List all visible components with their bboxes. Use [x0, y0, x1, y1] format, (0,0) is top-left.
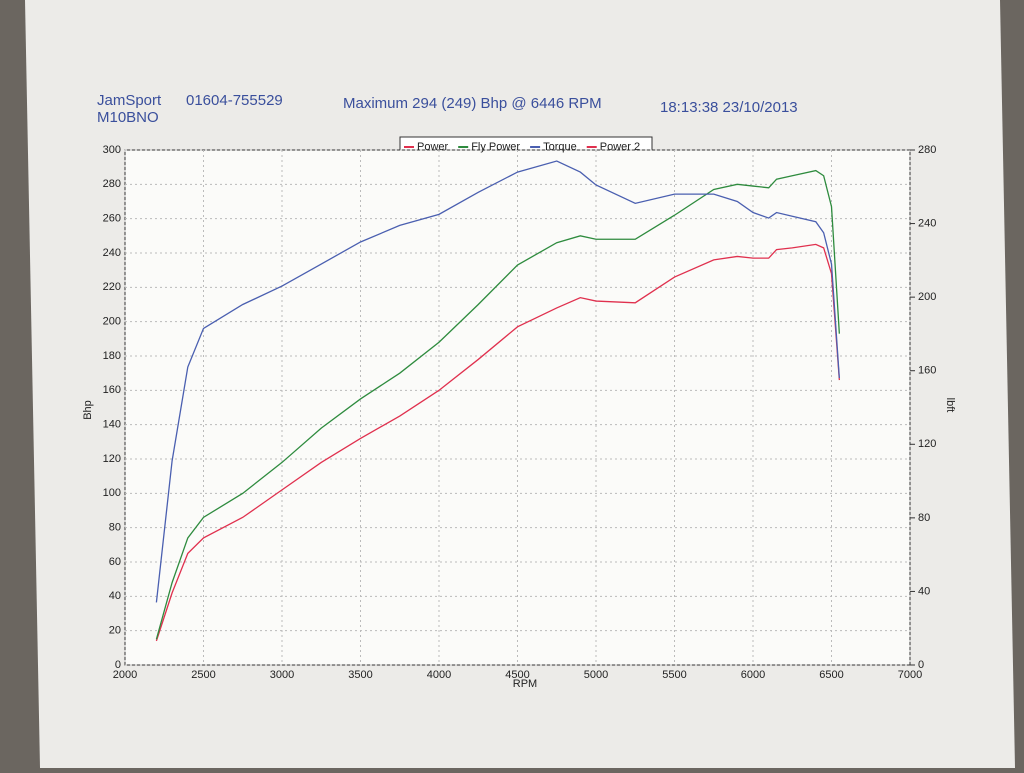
x-tick-label: 3500	[348, 669, 372, 681]
series-line	[155, 160, 840, 603]
y-tick-label: 300	[103, 144, 121, 156]
x-tick-label: 7000	[898, 669, 922, 681]
series-line	[155, 169, 840, 640]
y-tick-label: 100	[103, 487, 121, 499]
y-tick-label: 120	[103, 453, 121, 465]
x-tick-label: 3000	[270, 669, 294, 681]
y2-tick-label: 160	[918, 365, 936, 377]
y-axis-label: Bhp	[82, 400, 94, 420]
x-tick-label: 6500	[819, 669, 843, 681]
y-tick-label: 280	[103, 178, 121, 190]
chart-title: Maximum 294 (249) Bhp @ 6446 RPM	[343, 95, 602, 112]
x-tick-label: 5500	[662, 669, 686, 681]
y2-axis-label: lbft	[944, 398, 956, 413]
plot-area	[124, 149, 911, 666]
y2-tick-label: 40	[918, 585, 930, 597]
legend-label: Torque	[543, 141, 577, 153]
y2-tick-label: 280	[918, 144, 936, 156]
y-tick-label: 140	[103, 419, 121, 431]
y2-tick-label: 240	[918, 217, 936, 229]
x-tick-label: 2500	[191, 669, 215, 681]
registration: M10BNO	[97, 109, 159, 126]
y-tick-label: 0	[115, 659, 121, 671]
y2-tick-label: 200	[918, 291, 936, 303]
y2-tick-label: 80	[918, 512, 930, 524]
x-tick-label: 5000	[584, 669, 608, 681]
y2-tick-label: 120	[918, 438, 936, 450]
y-tick-label: 20	[109, 625, 121, 637]
y-tick-label: 220	[103, 281, 121, 293]
y-tick-label: 240	[103, 247, 121, 259]
y-tick-label: 200	[103, 316, 121, 328]
y-tick-label: 260	[103, 213, 121, 225]
y-tick-label: 80	[109, 522, 121, 534]
timestamp: 18:13:38 23/10/2013	[660, 99, 798, 116]
x-tick-label: 2000	[113, 669, 137, 681]
y-tick-label: 40	[109, 590, 121, 602]
x-tick-label: 6000	[741, 669, 765, 681]
x-axis-label: RPM	[513, 678, 537, 690]
phone: 01604-755529	[186, 92, 283, 109]
y-tick-label: 160	[103, 384, 121, 396]
legend-label: Fly Power	[471, 141, 520, 153]
y-tick-label: 60	[109, 556, 121, 568]
y2-tick-label: 0	[918, 659, 924, 671]
company: JamSport	[97, 92, 162, 109]
series-line	[155, 243, 840, 642]
y-tick-label: 180	[103, 350, 121, 362]
legend-label: Power 2	[600, 141, 640, 153]
legend-label: Power	[417, 141, 449, 153]
x-tick-label: 4000	[427, 669, 451, 681]
x-tick-label: 4500	[505, 669, 529, 681]
